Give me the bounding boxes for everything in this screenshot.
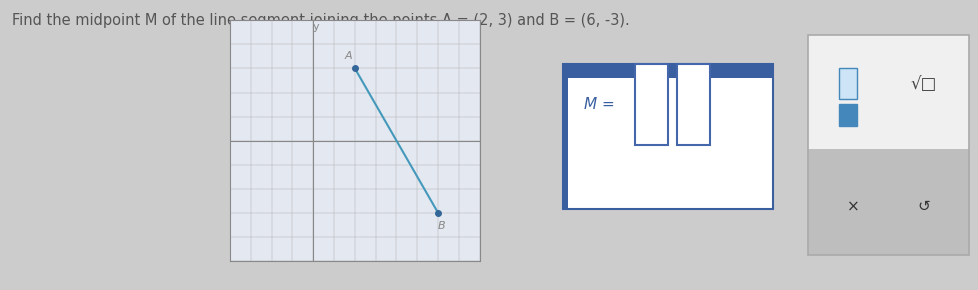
Text: B: B xyxy=(437,221,445,231)
Bar xyxy=(838,68,856,99)
Bar xyxy=(635,64,667,145)
Text: M =: M = xyxy=(584,97,614,112)
Bar xyxy=(807,35,968,255)
Bar xyxy=(838,104,856,126)
Bar xyxy=(677,64,709,145)
Text: ↺: ↺ xyxy=(916,199,929,214)
Text: y: y xyxy=(313,22,320,32)
Text: √□: √□ xyxy=(910,75,936,93)
Text: ×: × xyxy=(846,199,859,214)
Bar xyxy=(562,64,567,209)
Bar xyxy=(562,64,773,209)
Text: Find the midpoint M of the line segment joining the points A = (2, 3) and B = (6: Find the midpoint M of the line segment … xyxy=(12,13,629,28)
Bar xyxy=(807,35,968,149)
Bar xyxy=(562,64,773,78)
Text: A: A xyxy=(344,51,351,61)
Bar xyxy=(807,149,968,255)
